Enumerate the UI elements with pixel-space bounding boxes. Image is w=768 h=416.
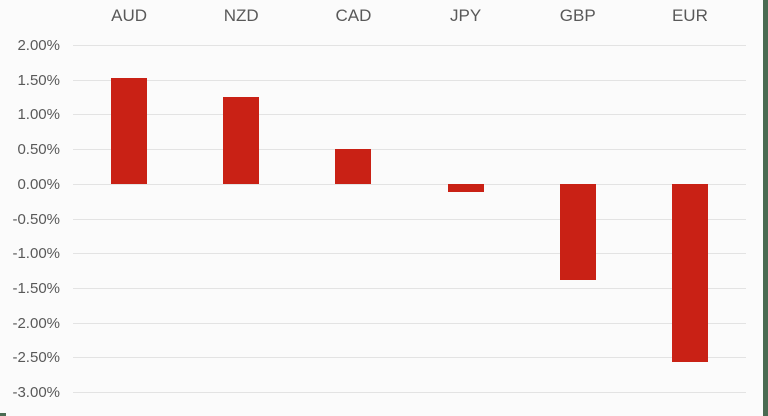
bar-gbp [560, 184, 596, 280]
y-axis-tick-label: 2.00% [17, 37, 60, 54]
y-axis-tick-label: -1.50% [12, 280, 60, 297]
gridline [73, 114, 746, 115]
right-edge-accent-border [763, 0, 768, 416]
gridline [73, 184, 746, 185]
gridline [73, 45, 746, 46]
gridline [73, 219, 746, 220]
y-axis-tick-label: 0.50% [17, 141, 60, 158]
category-label-jpy: JPY [449, 6, 482, 25]
gridline [73, 149, 746, 150]
category-label-cad: CAD [335, 6, 372, 25]
gridline [73, 253, 746, 254]
y-axis-tick-label: -2.50% [12, 349, 60, 366]
bar-cad [335, 149, 371, 184]
category-label-nzd: NZD [223, 6, 259, 25]
gridline [73, 357, 746, 358]
gridline [73, 80, 746, 81]
bar-aud [111, 78, 147, 184]
y-axis-tick-label: 1.00% [17, 106, 60, 123]
gridline [73, 392, 746, 393]
category-label-gbp: GBP [559, 6, 596, 25]
bar-eur [672, 184, 708, 362]
y-axis-tick-label: -0.50% [12, 211, 60, 228]
bottom-left-accent-mark [0, 413, 6, 416]
category-label-eur: EUR [671, 6, 708, 25]
y-axis-tick-label: -1.00% [12, 245, 60, 262]
category-label-aud: AUD [111, 6, 148, 25]
gridline [73, 323, 746, 324]
y-axis-tick-label: -3.00% [12, 384, 60, 401]
y-axis-tick-label: -2.00% [12, 315, 60, 332]
bar-nzd [223, 97, 259, 184]
y-axis-tick-label: 0.00% [17, 176, 60, 193]
y-axis-tick-label: 1.50% [17, 72, 60, 89]
bar-jpy [448, 184, 484, 192]
gridline [73, 288, 746, 289]
